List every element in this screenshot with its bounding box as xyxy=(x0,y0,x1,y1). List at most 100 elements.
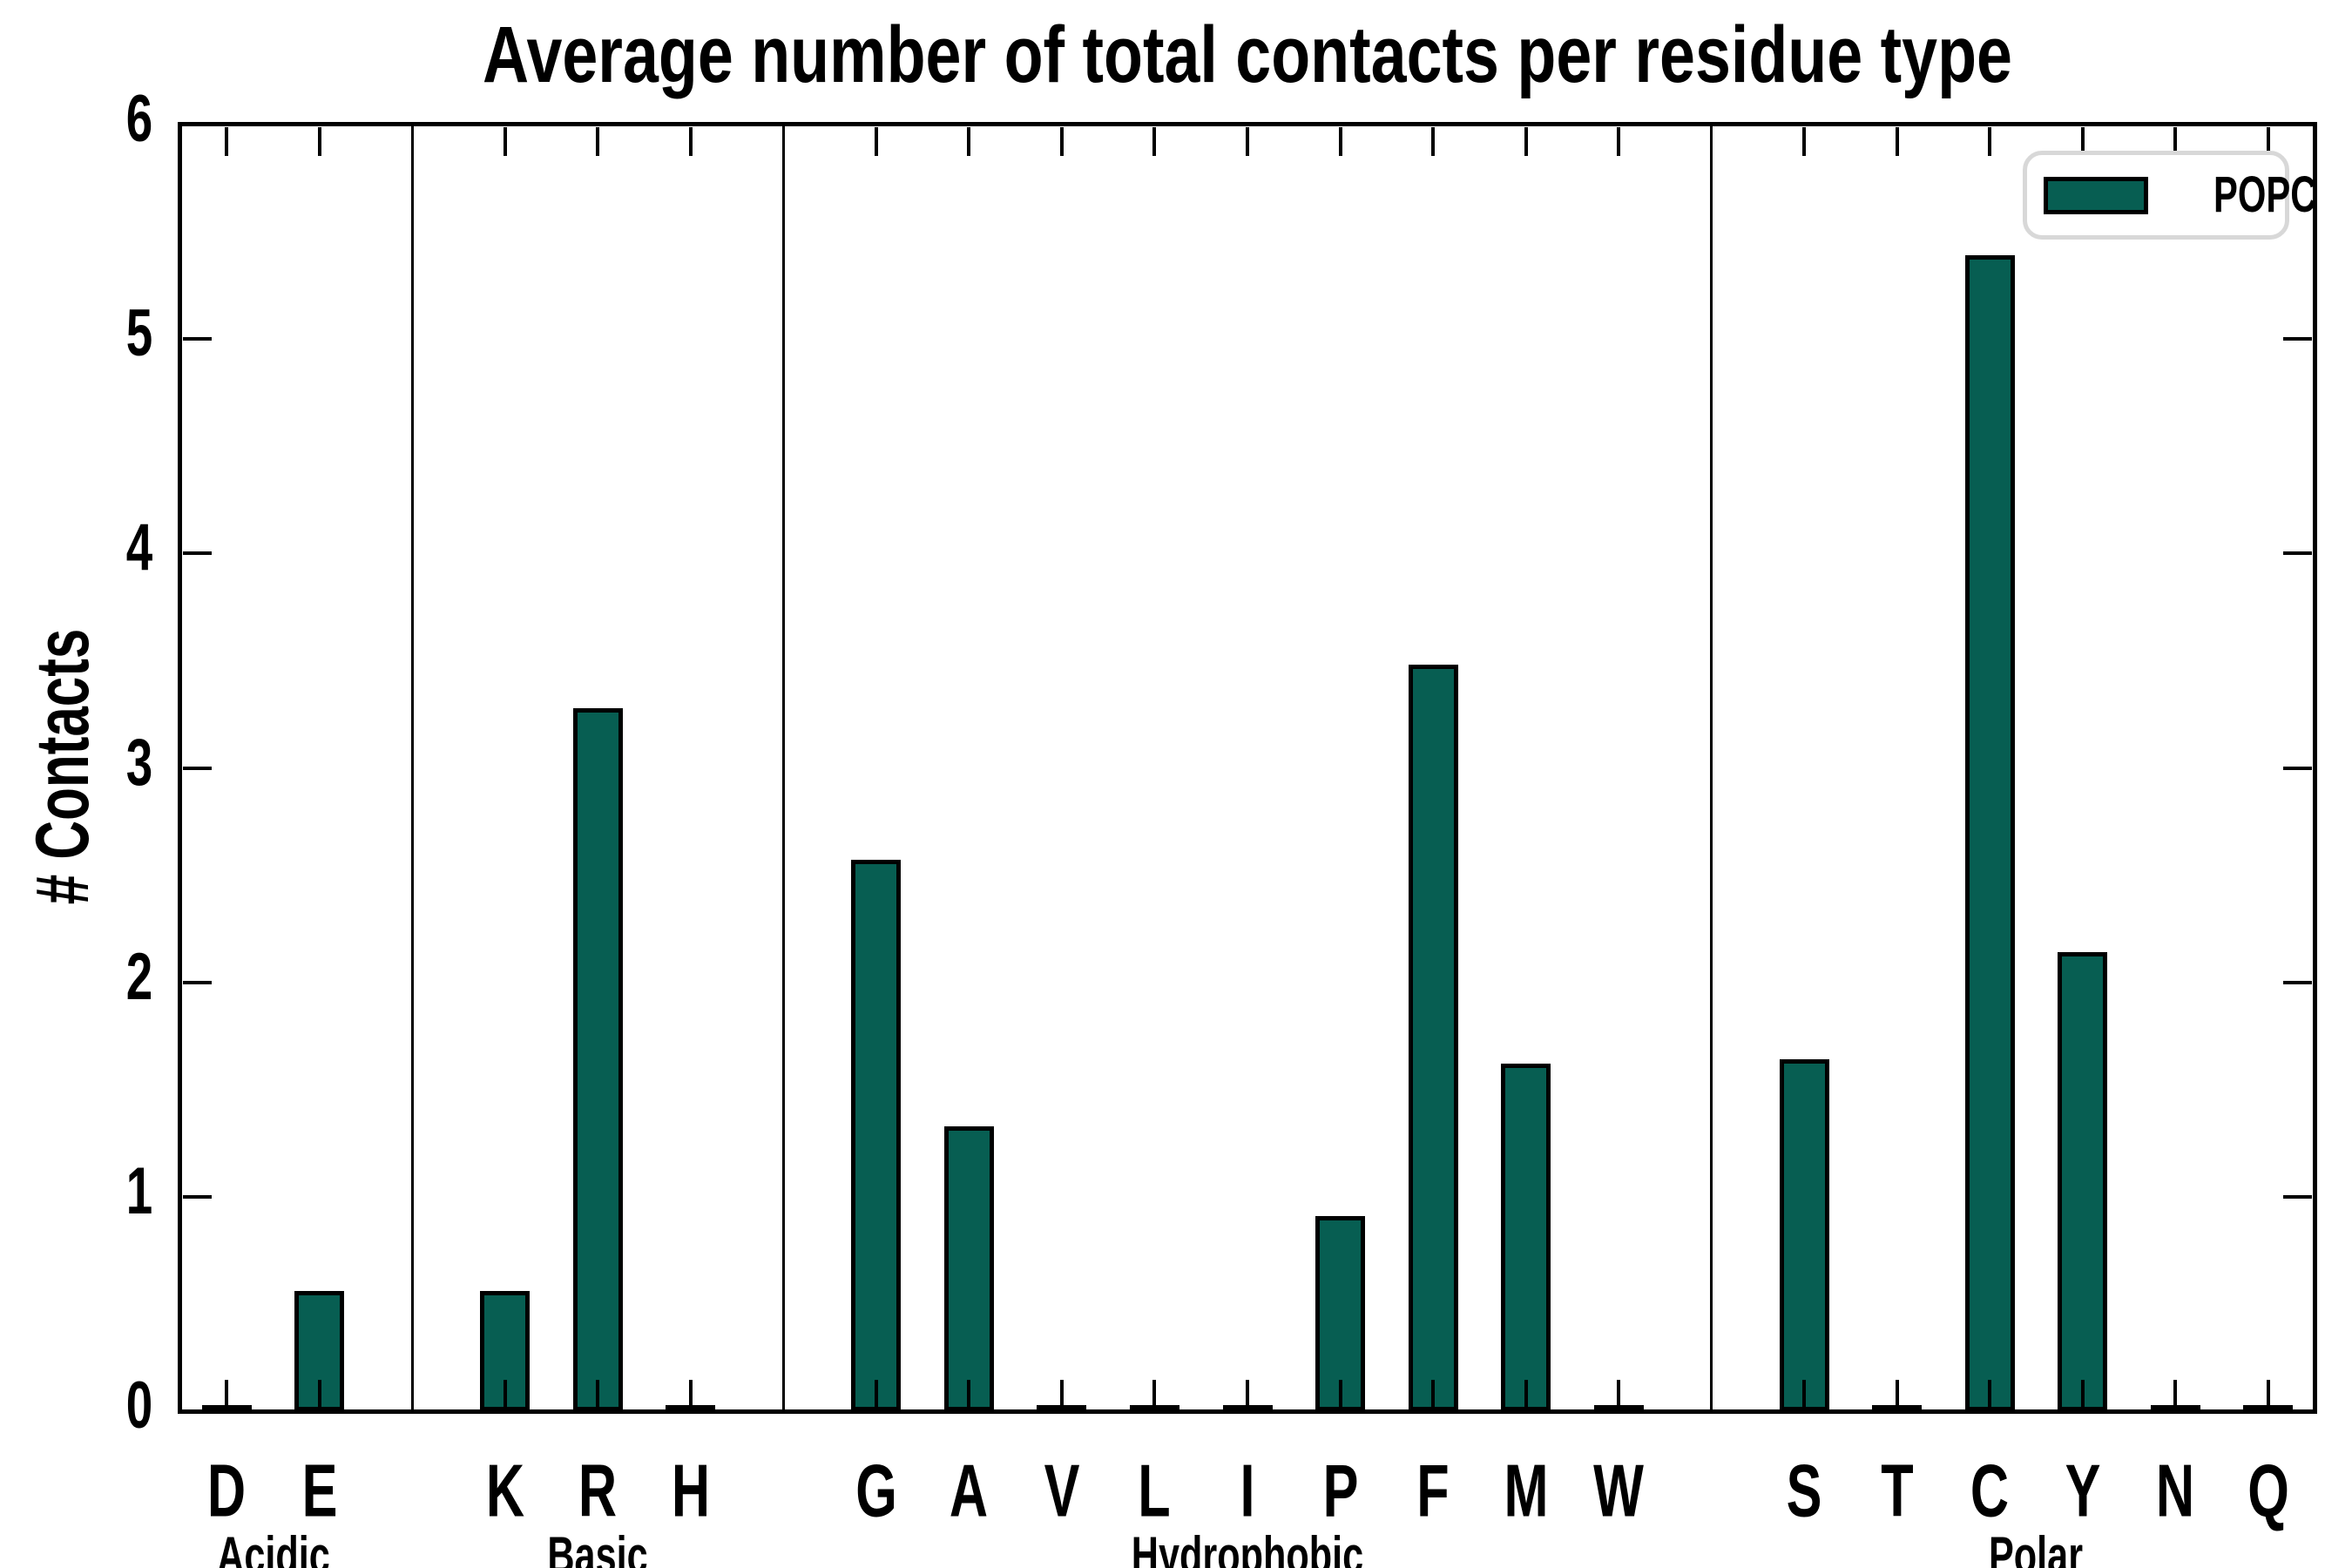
group-divider xyxy=(410,126,414,1409)
y-tick xyxy=(183,766,212,770)
x-tick-top xyxy=(2173,127,2178,156)
bar-F xyxy=(1408,665,1458,1411)
x-tick-top xyxy=(225,127,229,156)
x-tick-top xyxy=(1152,127,1157,156)
x-tick-label-N: N xyxy=(2156,1450,2195,1533)
y-tick-label-4: 4 xyxy=(125,510,153,585)
y-tick xyxy=(183,1194,212,1199)
x-tick-label-Y: Y xyxy=(2065,1450,2101,1533)
y-tick-right xyxy=(2283,980,2312,984)
x-tick-label-F: F xyxy=(1416,1450,1450,1533)
x-tick xyxy=(688,1380,693,1409)
x-tick-label-P: P xyxy=(1322,1450,1358,1533)
x-tick xyxy=(2080,1380,2085,1409)
x-tick-top xyxy=(967,127,971,156)
x-tick xyxy=(1802,1380,1807,1409)
x-tick xyxy=(967,1380,971,1409)
x-tick-top xyxy=(688,127,693,156)
x-tick-label-G: G xyxy=(855,1450,897,1533)
x-tick-label-I: I xyxy=(1240,1450,1255,1533)
x-tick xyxy=(596,1380,600,1409)
x-tick-top xyxy=(1617,127,1621,156)
x-tick-top xyxy=(596,127,600,156)
legend-swatch xyxy=(2044,176,2148,214)
x-tick xyxy=(1059,1380,1064,1409)
x-tick-label-H: H xyxy=(671,1450,710,1533)
bar-E xyxy=(294,1291,345,1411)
x-tick-top xyxy=(1338,127,1342,156)
x-tick-label-A: A xyxy=(950,1450,989,1533)
bar-P xyxy=(1315,1215,1366,1411)
x-tick-top xyxy=(2080,127,2085,156)
x-tick xyxy=(1431,1380,1436,1409)
x-tick xyxy=(225,1380,229,1409)
x-tick-top xyxy=(1246,127,1249,156)
plot-frame xyxy=(178,122,2317,1414)
x-tick-top xyxy=(317,127,321,156)
group-label-basic: Basic xyxy=(547,1526,648,1568)
bar-A xyxy=(943,1125,994,1411)
chart-title: Average number of total contacts per res… xyxy=(483,10,2012,99)
x-tick xyxy=(2173,1380,2178,1409)
x-tick xyxy=(1338,1380,1342,1409)
y-tick-right xyxy=(2283,551,2312,556)
x-tick xyxy=(1524,1380,1528,1409)
y-tick-label-6: 6 xyxy=(125,82,153,156)
x-tick-top xyxy=(503,127,507,156)
x-tick-label-C: C xyxy=(1970,1450,2010,1533)
y-tick-right xyxy=(2283,766,2312,770)
y-tick-right xyxy=(2283,1194,2312,1199)
bar-M xyxy=(1501,1064,1551,1411)
x-tick-top xyxy=(1524,127,1528,156)
x-tick-label-E: E xyxy=(301,1450,338,1533)
bar-R xyxy=(572,707,623,1411)
y-tick-right xyxy=(2283,337,2312,341)
x-tick-label-L: L xyxy=(1138,1450,1172,1533)
x-tick xyxy=(317,1380,321,1409)
x-tick-label-V: V xyxy=(1044,1450,1080,1533)
bar-Y xyxy=(2058,952,2108,1411)
x-tick-label-D: D xyxy=(207,1450,247,1533)
y-tick-label-3: 3 xyxy=(125,725,153,800)
x-tick-top xyxy=(874,127,878,156)
x-tick-label-T: T xyxy=(1880,1450,1914,1533)
x-tick-top xyxy=(1802,127,1807,156)
x-tick-label-R: R xyxy=(578,1450,618,1533)
x-tick-top xyxy=(2266,127,2270,156)
y-tick-label-1: 1 xyxy=(125,1153,153,1228)
x-tick xyxy=(2266,1380,2270,1409)
group-label-hydrophobic: Hydrophobic xyxy=(1131,1526,1364,1568)
x-tick xyxy=(1895,1380,1899,1409)
x-tick xyxy=(503,1380,507,1409)
x-tick-top xyxy=(1431,127,1436,156)
bar-G xyxy=(851,860,902,1411)
bar-C xyxy=(1964,255,2015,1411)
x-tick-top xyxy=(1059,127,1064,156)
legend-label: POPC xyxy=(2213,166,2317,223)
group-label-polar: Polar xyxy=(1989,1526,2084,1568)
legend: POPC xyxy=(2023,151,2316,240)
x-tick xyxy=(874,1380,878,1409)
x-tick xyxy=(1617,1380,1621,1409)
x-tick-label-Q: Q xyxy=(2247,1450,2289,1533)
y-tick xyxy=(183,551,212,556)
y-tick-label-0: 0 xyxy=(125,1369,153,1443)
x-tick xyxy=(1152,1380,1157,1409)
x-tick-top xyxy=(1895,127,1899,156)
x-tick-label-W: W xyxy=(1593,1450,1644,1533)
group-label-acidic: Acidic xyxy=(216,1526,330,1568)
y-tick xyxy=(183,337,212,341)
y-tick xyxy=(183,980,212,984)
group-divider xyxy=(781,126,785,1409)
x-tick-label-K: K xyxy=(485,1450,524,1533)
y-tick-label-2: 2 xyxy=(125,939,153,1014)
x-tick xyxy=(1988,1380,1992,1409)
bar-S xyxy=(1779,1059,1829,1411)
y-axis-label: # Contacts xyxy=(21,628,105,905)
group-divider xyxy=(1710,126,1713,1409)
x-tick-top xyxy=(1988,127,1992,156)
x-tick-label-S: S xyxy=(1786,1450,1822,1533)
x-tick xyxy=(1246,1380,1249,1409)
x-tick-label-M: M xyxy=(1504,1450,1549,1533)
